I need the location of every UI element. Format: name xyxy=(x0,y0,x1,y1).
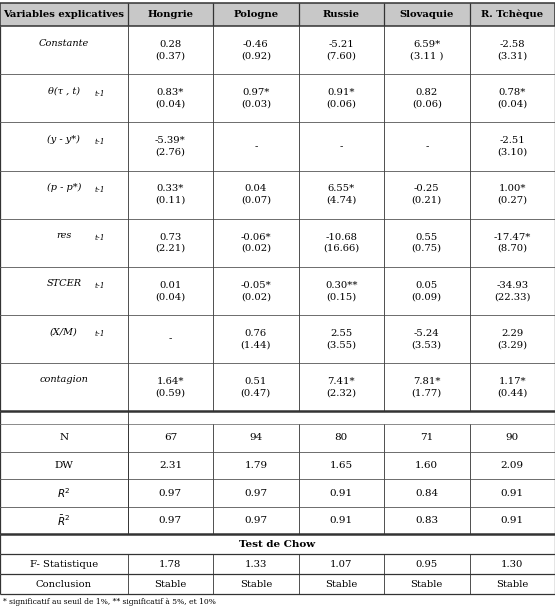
Text: -: - xyxy=(425,142,428,151)
Text: Constante: Constante xyxy=(39,39,89,48)
Text: Stable: Stable xyxy=(496,580,528,589)
Text: 0.97: 0.97 xyxy=(159,488,182,498)
Text: Stable: Stable xyxy=(411,580,443,589)
Text: -5.21
(7.60): -5.21 (7.60) xyxy=(326,40,356,61)
Text: 6.55*
(4.74): 6.55* (4.74) xyxy=(326,184,356,205)
Text: -17.47*
(8.70): -17.47* (8.70) xyxy=(493,233,531,253)
Text: -34.93
(22.33): -34.93 (22.33) xyxy=(494,281,531,301)
Text: 0.91*
(0.06): 0.91* (0.06) xyxy=(326,88,356,109)
Text: 0.97: 0.97 xyxy=(159,516,182,525)
Text: 0.05
(0.09): 0.05 (0.09) xyxy=(412,281,442,301)
Text: 1.30: 1.30 xyxy=(501,560,523,569)
Text: 1.00*
(0.27): 1.00* (0.27) xyxy=(497,184,527,205)
Text: 0.91: 0.91 xyxy=(501,516,524,525)
Text: 0.73
(2.21): 0.73 (2.21) xyxy=(155,233,185,253)
Text: 0.83*
(0.04): 0.83* (0.04) xyxy=(155,88,185,109)
Text: 94: 94 xyxy=(249,433,263,442)
Text: 1.65: 1.65 xyxy=(330,461,353,470)
Text: 2.31: 2.31 xyxy=(159,461,182,470)
Text: 0.28
(0.37): 0.28 (0.37) xyxy=(155,40,185,61)
Text: 0.97: 0.97 xyxy=(244,516,268,525)
Text: 71: 71 xyxy=(420,433,433,442)
Text: 0.51
(0.47): 0.51 (0.47) xyxy=(241,377,271,397)
Text: 1.79: 1.79 xyxy=(244,461,268,470)
Text: -10.68
(16.66): -10.68 (16.66) xyxy=(323,233,360,253)
Text: 0.30**
(0.15): 0.30** (0.15) xyxy=(325,281,357,301)
Text: Test de Chow: Test de Chow xyxy=(239,540,316,549)
Text: (y - y*): (y - y*) xyxy=(47,135,80,144)
Text: contagion: contagion xyxy=(39,375,88,384)
Text: $R^2$: $R^2$ xyxy=(57,486,70,500)
Text: 0.91: 0.91 xyxy=(330,516,353,525)
Text: 6.59*
(3.11 ): 6.59* (3.11 ) xyxy=(410,40,443,61)
Text: 0.91: 0.91 xyxy=(501,488,524,498)
Text: t-1: t-1 xyxy=(94,89,105,98)
Text: 7.81*
(1.77): 7.81* (1.77) xyxy=(412,377,442,397)
Text: Conclusion: Conclusion xyxy=(36,580,92,589)
Text: 7.41*
(2.32): 7.41* (2.32) xyxy=(326,377,356,397)
Text: -2.58
(3.31): -2.58 (3.31) xyxy=(497,40,527,61)
Text: res: res xyxy=(56,231,72,240)
Text: Hongrie: Hongrie xyxy=(148,10,193,19)
Text: 1.64*
(0.59): 1.64* (0.59) xyxy=(155,377,185,397)
Text: -2.51
(3.10): -2.51 (3.10) xyxy=(497,136,527,157)
Text: R. Tchèque: R. Tchèque xyxy=(481,10,543,19)
Text: 2.55
(3.55): 2.55 (3.55) xyxy=(326,329,356,349)
Text: 80: 80 xyxy=(335,433,348,442)
Text: -5.39*
(2.76): -5.39* (2.76) xyxy=(155,136,186,157)
Text: -0.05*
(0.02): -0.05* (0.02) xyxy=(240,281,271,301)
Text: Pologne: Pologne xyxy=(233,10,279,19)
Text: -5.24
(3.53): -5.24 (3.53) xyxy=(412,329,442,349)
Text: 1.07: 1.07 xyxy=(330,560,352,569)
Text: $\bar{R}^2$: $\bar{R}^2$ xyxy=(57,513,70,528)
Text: 0.33*
(0.11): 0.33* (0.11) xyxy=(155,184,185,205)
Text: 1.60: 1.60 xyxy=(415,461,438,470)
Text: (p - p*): (p - p*) xyxy=(47,183,81,192)
Text: Stable: Stable xyxy=(154,580,186,589)
Text: 0.76
(1.44): 0.76 (1.44) xyxy=(241,329,271,349)
Text: t-1: t-1 xyxy=(94,282,105,290)
Text: STCER: STCER xyxy=(46,279,82,288)
Text: 67: 67 xyxy=(164,433,177,442)
Text: 0.55
(0.75): 0.55 (0.75) xyxy=(412,233,442,253)
Text: DW: DW xyxy=(54,461,73,470)
Text: 0.97*
(0.03): 0.97* (0.03) xyxy=(241,88,271,109)
Text: t-1: t-1 xyxy=(94,138,105,146)
Text: 1.33: 1.33 xyxy=(245,560,267,569)
Text: 0.78*
(0.04): 0.78* (0.04) xyxy=(497,88,527,109)
Text: 0.83: 0.83 xyxy=(415,516,438,525)
Text: -0.46
(0.92): -0.46 (0.92) xyxy=(241,40,271,61)
Text: -: - xyxy=(254,142,258,151)
Text: 0.91: 0.91 xyxy=(330,488,353,498)
Text: Variables explicatives: Variables explicatives xyxy=(3,10,124,19)
Text: 0.95: 0.95 xyxy=(416,560,438,569)
Text: F- Statistique: F- Statistique xyxy=(30,560,98,569)
Text: Slovaquie: Slovaquie xyxy=(400,10,454,19)
Text: Stable: Stable xyxy=(240,580,272,589)
Text: 0.84: 0.84 xyxy=(415,488,438,498)
Text: 90: 90 xyxy=(506,433,519,442)
Text: Russie: Russie xyxy=(323,10,360,19)
Text: * significatif au seuil de 1%, ** significatif à 5%, et 10%: * significatif au seuil de 1%, ** signif… xyxy=(3,598,216,606)
Text: -0.25
(0.21): -0.25 (0.21) xyxy=(412,184,442,205)
Text: 1.17*
(0.44): 1.17* (0.44) xyxy=(497,377,527,397)
Text: 0.97: 0.97 xyxy=(244,488,268,498)
Text: Stable: Stable xyxy=(325,580,357,589)
Text: 2.09: 2.09 xyxy=(501,461,524,470)
Text: -: - xyxy=(340,142,343,151)
Text: 0.82
(0.06): 0.82 (0.06) xyxy=(412,88,442,109)
Text: N: N xyxy=(59,433,68,442)
Text: 2.29
(3.29): 2.29 (3.29) xyxy=(497,329,527,349)
Text: t-1: t-1 xyxy=(94,330,105,338)
Text: -0.06*
(0.02): -0.06* (0.02) xyxy=(240,233,271,253)
Text: (X/M): (X/M) xyxy=(50,327,78,336)
Text: t-1: t-1 xyxy=(94,186,105,194)
Text: 1.78: 1.78 xyxy=(159,560,181,569)
Text: θ(τ , t): θ(τ , t) xyxy=(48,87,80,95)
Text: 0.01
(0.04): 0.01 (0.04) xyxy=(155,281,185,301)
Text: 0.04
(0.07): 0.04 (0.07) xyxy=(241,184,271,205)
Bar xyxy=(0,2,555,26)
Text: t-1: t-1 xyxy=(94,234,105,242)
Text: -: - xyxy=(169,335,172,343)
